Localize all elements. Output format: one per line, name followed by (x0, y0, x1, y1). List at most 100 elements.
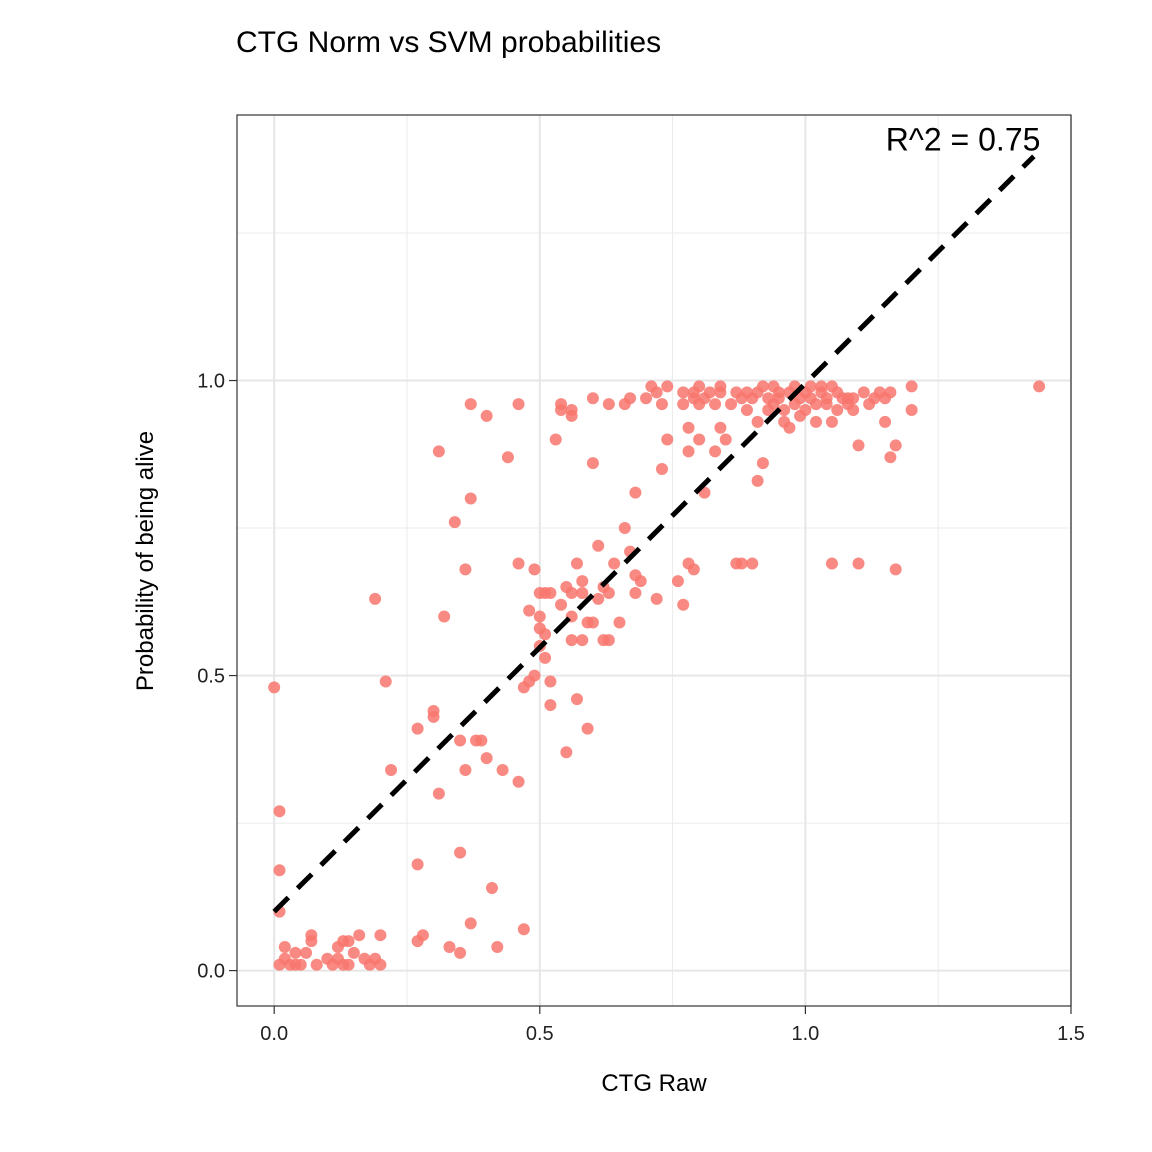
data-point (294, 958, 307, 971)
data-point (602, 398, 615, 411)
fit-line-layer (272, 154, 1036, 914)
data-point (640, 392, 653, 405)
data-point (416, 929, 429, 942)
data-point (847, 404, 860, 417)
data-point (464, 398, 477, 411)
data-point (369, 592, 382, 605)
data-point (852, 557, 865, 570)
data-point (661, 380, 674, 393)
data-point (459, 763, 472, 776)
x-tick-label: 1.0 (791, 1023, 819, 1045)
data-point (496, 763, 509, 776)
data-point (342, 958, 355, 971)
data-point (273, 805, 286, 818)
data-point (629, 586, 642, 599)
data-point (852, 439, 865, 452)
data-point (650, 592, 663, 605)
data-point (512, 398, 525, 411)
data-point (756, 380, 769, 393)
axis-ticks: 0.0 0.5 1.0 1.5 0.0 0.5 1.0 (197, 371, 1085, 1045)
data-point (342, 935, 355, 948)
data-point (565, 586, 578, 599)
data-point (682, 421, 695, 434)
data-point (555, 404, 568, 417)
data-point (528, 669, 541, 682)
data-point (464, 917, 477, 930)
data-point (576, 575, 589, 588)
data-point (544, 675, 557, 688)
data-point (347, 946, 360, 959)
data-point (268, 681, 281, 694)
data-point (459, 563, 472, 576)
data-point (544, 699, 557, 712)
y-tick-label: 0.0 (197, 961, 225, 983)
data-point (480, 409, 493, 422)
data-point (411, 722, 424, 735)
data-point (576, 634, 589, 647)
data-point (629, 486, 642, 499)
data-point (411, 858, 424, 871)
data-point (586, 392, 599, 405)
data-point (1033, 380, 1046, 393)
data-point (634, 575, 647, 588)
data-point (778, 404, 791, 417)
data-point (539, 628, 552, 641)
data-point (714, 421, 727, 434)
data-point (586, 616, 599, 629)
data-point (475, 734, 488, 747)
data-point (756, 457, 769, 470)
data-point (480, 752, 493, 765)
data-point (703, 386, 716, 399)
data-point (831, 404, 844, 417)
data-point (847, 392, 860, 405)
data-point (889, 439, 902, 452)
data-point (289, 946, 302, 959)
data-point (677, 386, 690, 399)
data-point (592, 592, 605, 605)
r-squared-annotation: R^2 = 0.75 (886, 122, 1041, 158)
data-point (709, 445, 722, 458)
data-point (650, 386, 663, 399)
data-point (528, 563, 541, 576)
data-point (310, 958, 323, 971)
data-point (671, 575, 684, 588)
data-point (693, 380, 706, 393)
data-point (884, 386, 897, 399)
data-point (825, 557, 838, 570)
data-points (268, 380, 1046, 971)
data-point (725, 398, 738, 411)
data-point (602, 634, 615, 647)
data-point (576, 586, 589, 599)
x-tick-label: 0.0 (260, 1023, 288, 1045)
data-point (544, 586, 557, 599)
data-point (884, 451, 897, 464)
data-point (857, 386, 870, 399)
data-point (905, 380, 918, 393)
data-point (374, 958, 387, 971)
data-point (783, 421, 796, 434)
data-point (512, 557, 525, 570)
data-point (512, 775, 525, 788)
y-axis-title: Probability of being alive (132, 431, 159, 691)
data-point (799, 404, 812, 417)
data-point (709, 398, 722, 411)
data-point (820, 392, 833, 405)
data-point (810, 415, 823, 428)
data-point (804, 380, 817, 393)
data-point (772, 386, 785, 399)
data-point (905, 404, 918, 417)
data-point (374, 929, 387, 942)
data-point (677, 598, 690, 611)
data-point (560, 746, 573, 759)
data-point (565, 404, 578, 417)
data-point (300, 946, 313, 959)
panel-border (236, 114, 1072, 1007)
data-point (810, 398, 823, 411)
y-tick-label: 1.0 (197, 371, 225, 393)
data-point (746, 557, 759, 570)
x-tick-label: 0.5 (526, 1023, 554, 1045)
data-point (379, 675, 392, 688)
data-point (608, 557, 621, 570)
